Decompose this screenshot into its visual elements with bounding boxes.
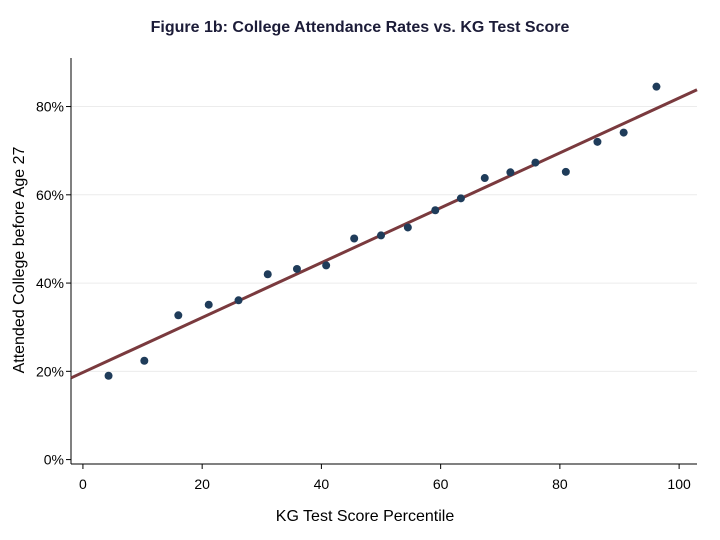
data-point — [140, 356, 149, 365]
scatter-points — [104, 82, 661, 380]
data-point — [561, 167, 570, 176]
x-tick-label: 100 — [667, 476, 691, 492]
data-point — [593, 137, 602, 146]
y-tick-label: 20% — [36, 363, 64, 379]
data-point — [531, 158, 540, 167]
grid-lines — [71, 106, 697, 372]
data-point — [456, 194, 465, 203]
data-point — [377, 231, 386, 240]
axes — [70, 58, 697, 465]
data-point — [292, 264, 301, 273]
x-tick-label: 0 — [79, 476, 87, 492]
data-point — [431, 206, 440, 215]
y-tick-label: 80% — [36, 99, 64, 115]
data-point — [619, 128, 628, 137]
x-tick-label: 40 — [314, 476, 330, 492]
data-point — [506, 168, 515, 177]
data-point — [480, 174, 489, 183]
data-point — [652, 82, 661, 91]
x-tick-label: 80 — [552, 476, 568, 492]
x-tick-label: 60 — [433, 476, 449, 492]
data-point — [403, 223, 412, 232]
data-point — [322, 261, 331, 270]
x-axis-label: KG Test Score Percentile — [276, 508, 455, 525]
data-point — [350, 234, 359, 243]
y-tick-label: 60% — [36, 187, 64, 203]
x-tick-label: 20 — [194, 476, 210, 492]
data-point — [174, 311, 183, 320]
data-point — [104, 371, 113, 380]
x-ticks: 0 20 40 60 80 100 — [79, 464, 691, 492]
data-point — [204, 300, 213, 309]
y-ticks: 0% 20% 40% 60% 80% — [36, 99, 71, 468]
y-tick-label: 40% — [36, 275, 64, 291]
data-point — [234, 296, 243, 305]
chart-title: Figure 1b: College Attendance Rates vs. … — [151, 19, 570, 36]
y-tick-label: 0% — [44, 452, 64, 468]
data-point — [263, 270, 272, 279]
y-axis-label: Attended College before Age 27 — [11, 146, 28, 373]
